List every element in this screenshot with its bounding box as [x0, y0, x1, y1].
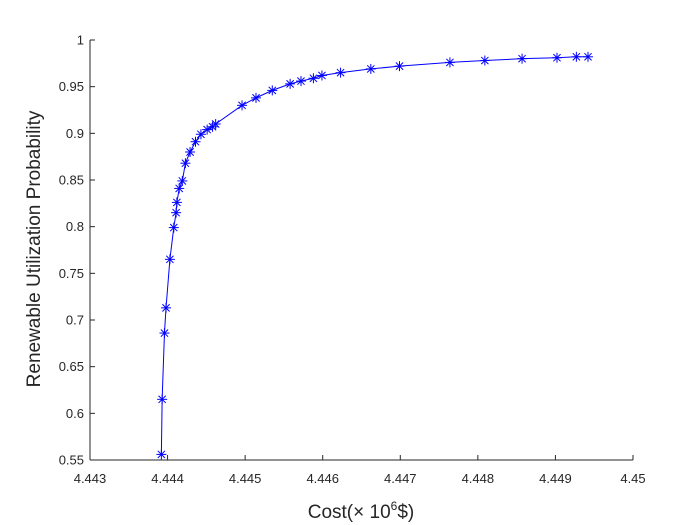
data-point-marker	[444, 57, 455, 68]
data-point-marker	[157, 394, 168, 405]
marker-stroke	[238, 101, 246, 110]
x-tick-label: 4.45	[620, 471, 645, 486]
data-point-marker	[551, 52, 562, 63]
x-axis-label-base: 10	[364, 502, 390, 523]
marker-stroke	[172, 208, 181, 217]
x-tick-label: 4.448	[462, 471, 495, 486]
data-point-marker	[267, 85, 278, 96]
data-point-marker	[156, 449, 167, 460]
data-point-marker	[251, 92, 261, 103]
x-tick-label: 4.449	[539, 471, 572, 486]
x-tick-label: 4.445	[229, 471, 262, 486]
marker-stroke	[158, 395, 167, 404]
x-tick-label: 4.447	[384, 471, 417, 486]
data-point-marker	[171, 207, 182, 218]
marker-stroke	[309, 74, 318, 83]
data-point-marker	[295, 76, 306, 87]
y-tick-label: 0.65	[59, 359, 84, 374]
y-tick-label: 0.6	[66, 406, 84, 421]
x-tick-label: 4.446	[306, 471, 339, 486]
data-point-marker	[174, 183, 185, 194]
marker-stroke	[186, 148, 195, 156]
marker-stroke	[317, 71, 326, 80]
marker-stroke	[572, 52, 581, 61]
marker-stroke	[160, 329, 169, 338]
marker-stroke	[297, 77, 305, 86]
marker-stroke	[518, 54, 527, 63]
marker-stroke	[445, 58, 454, 67]
marker-stroke	[178, 176, 187, 185]
y-tick-label: 0.9	[66, 126, 84, 141]
marker-stroke	[252, 93, 260, 102]
marker-stroke	[175, 184, 184, 193]
marker-stroke	[336, 68, 345, 77]
marker-stroke	[584, 52, 592, 61]
data-point-marker	[308, 73, 319, 84]
data-point-marker	[177, 175, 188, 186]
marker-stroke	[157, 450, 166, 459]
data-point-marker	[202, 124, 213, 135]
data-point-marker	[161, 302, 172, 313]
marker-stroke	[172, 198, 181, 207]
y-tick-label: 0.85	[59, 173, 84, 188]
y-tick-label: 0.75	[59, 266, 84, 281]
marker-stroke	[169, 223, 178, 232]
data-point-marker	[479, 55, 490, 66]
x-axis-label: Cost(× 106$)	[308, 499, 415, 523]
axes	[89, 40, 633, 461]
data-point-marker	[517, 53, 528, 64]
marker-stroke	[165, 255, 174, 264]
data-point-marker	[316, 70, 327, 81]
x-axis-label-prefix: Cost(	[308, 502, 354, 523]
x-tick-label: 4.444	[151, 471, 184, 486]
series-line	[160, 56, 589, 455]
marker-stroke	[162, 303, 170, 312]
x-axis-label-times: ×	[353, 502, 364, 523]
x-ticks: 4.443 4.444 4.445 4.446 4.447 4.448 4.449 4.45	[74, 455, 646, 486]
marker-stroke	[366, 64, 375, 73]
marker-stroke	[196, 130, 205, 139]
data-point-marker	[365, 63, 376, 74]
x-tick-label: 4.443	[74, 471, 107, 486]
y-ticks: 0.55 0.6 0.65 0.7 0.75 0.8 0.85 0.9 0.95 1	[59, 33, 95, 468]
data-point-marker	[164, 254, 175, 265]
data-point-marker	[583, 51, 594, 62]
data-point-marker	[571, 51, 582, 62]
data-point-marker	[180, 158, 191, 169]
y-tick-label: 0.55	[59, 453, 84, 468]
data-point-marker	[171, 197, 182, 208]
series-group	[156, 51, 594, 460]
marker-stroke	[181, 159, 190, 168]
marker-stroke	[480, 56, 489, 65]
data-point-marker	[190, 136, 201, 147]
marker-stroke	[286, 79, 295, 88]
y-tick-label: 0.95	[59, 79, 84, 94]
x-axis-label-exponent: 6	[391, 499, 398, 513]
data-point-marker	[195, 129, 206, 140]
data-point-marker	[335, 67, 346, 78]
y-tick-label: 0.7	[66, 313, 84, 328]
marker-stroke	[211, 120, 220, 128]
y-tick-label: 1	[77, 33, 84, 48]
marker-stroke	[268, 86, 277, 95]
marker-stroke	[553, 53, 561, 62]
x-axis-label-suffix: $)	[397, 502, 414, 523]
marker-stroke	[395, 62, 404, 71]
data-point-marker	[210, 119, 221, 129]
data-point-marker	[159, 328, 170, 339]
y-axis-label: Renewable Utilization Probability	[24, 110, 45, 387]
y-tick-label: 0.8	[66, 219, 84, 234]
data-point-marker	[394, 61, 405, 72]
marker-stroke	[191, 137, 200, 146]
data-point-marker	[285, 78, 296, 89]
data-point-marker	[237, 100, 248, 111]
data-point-marker	[185, 147, 196, 157]
data-point-marker	[168, 222, 179, 233]
